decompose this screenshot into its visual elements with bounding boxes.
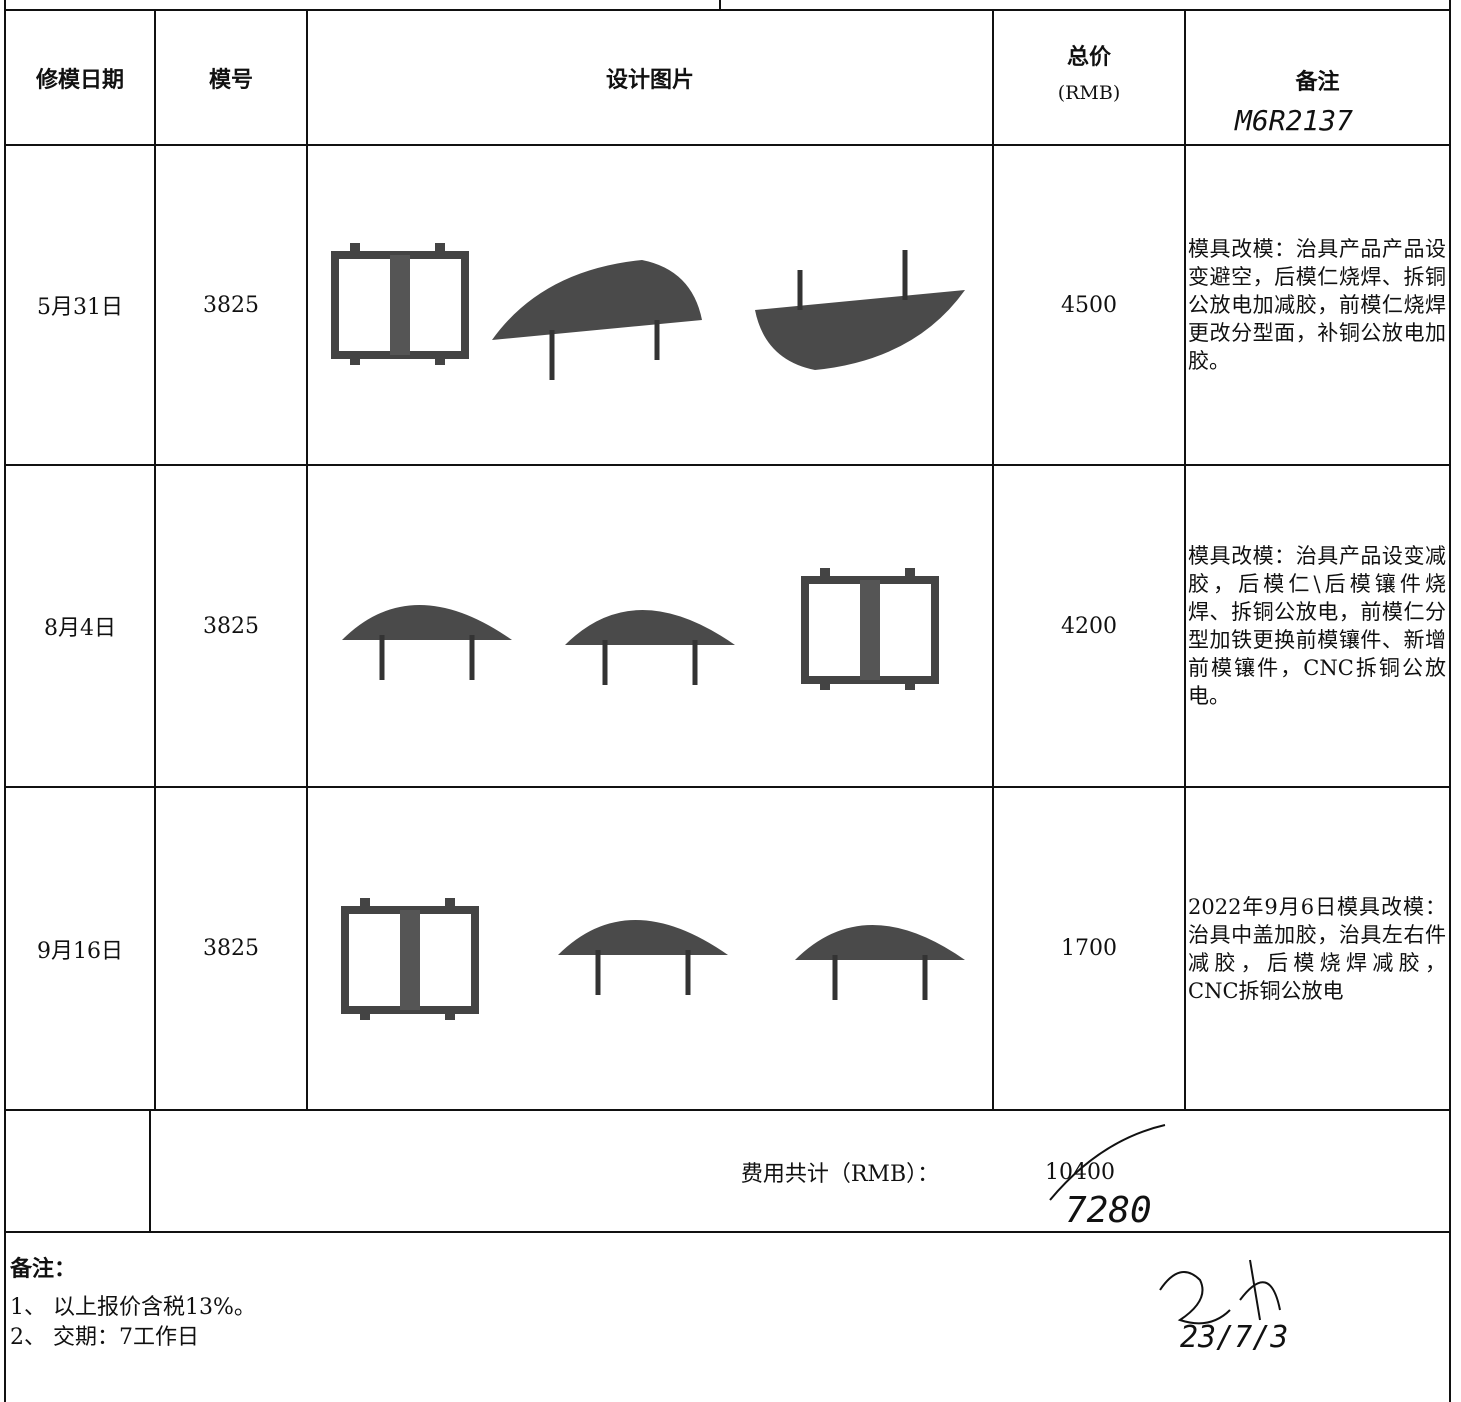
handwritten-total: 7280: [1065, 1190, 1152, 1231]
header-remarks: 备注: [1295, 69, 1340, 95]
note-item: 2、 交期：7工作日: [10, 1325, 199, 1350]
header-currency: (RMB): [1057, 82, 1121, 104]
total-value: 10400: [1045, 1159, 1115, 1185]
row-remarks: 2022年9月6日模具改模：治具中盖加胶，治具左右件减胶，后模烧焊减胶，CNC拆…: [1188, 894, 1446, 1003]
row-total-price: 1700: [1061, 936, 1117, 961]
row-remarks: 模具改模：治具产品设变减胶，后模仁\后模镶件烧焊、拆铜公放电，前模仁分型加铁更换…: [1188, 544, 1446, 708]
row-date: 5月31日: [37, 295, 123, 320]
row-mold-no: 3825: [203, 936, 259, 961]
handwritten-mold-code: M6R2137: [1235, 104, 1354, 137]
row-date: 9月16日: [37, 938, 123, 964]
header-total-price: 总价: [1066, 44, 1111, 70]
note-item: 1、 以上报价含税13%。: [10, 1295, 256, 1320]
header-date: 修模日期: [35, 66, 124, 93]
handwritten-date: 23/7/3: [1180, 1320, 1289, 1355]
header-mold-no: 模号: [208, 66, 253, 93]
row-remarks: 模具改模：治具产品产品设变避空，后模仁烧焊、拆铜公放电加减胶，前模仁烧焊更改分型…: [1188, 237, 1446, 373]
part-images: [335, 243, 965, 1020]
total-label: 费用共计（RMB）：: [740, 1162, 940, 1187]
row-mold-no: 3825: [203, 613, 259, 639]
row-mold-no: 3825: [203, 292, 259, 318]
header-design: 设计图片: [605, 66, 694, 93]
row-date: 8月4日: [44, 616, 116, 641]
row-total-price: 4200: [1061, 613, 1117, 639]
notes-title: 备注：: [10, 1256, 77, 1282]
row-total-price: 4500: [1061, 292, 1117, 318]
handwriting-strokes: [1049, 1124, 1281, 1325]
